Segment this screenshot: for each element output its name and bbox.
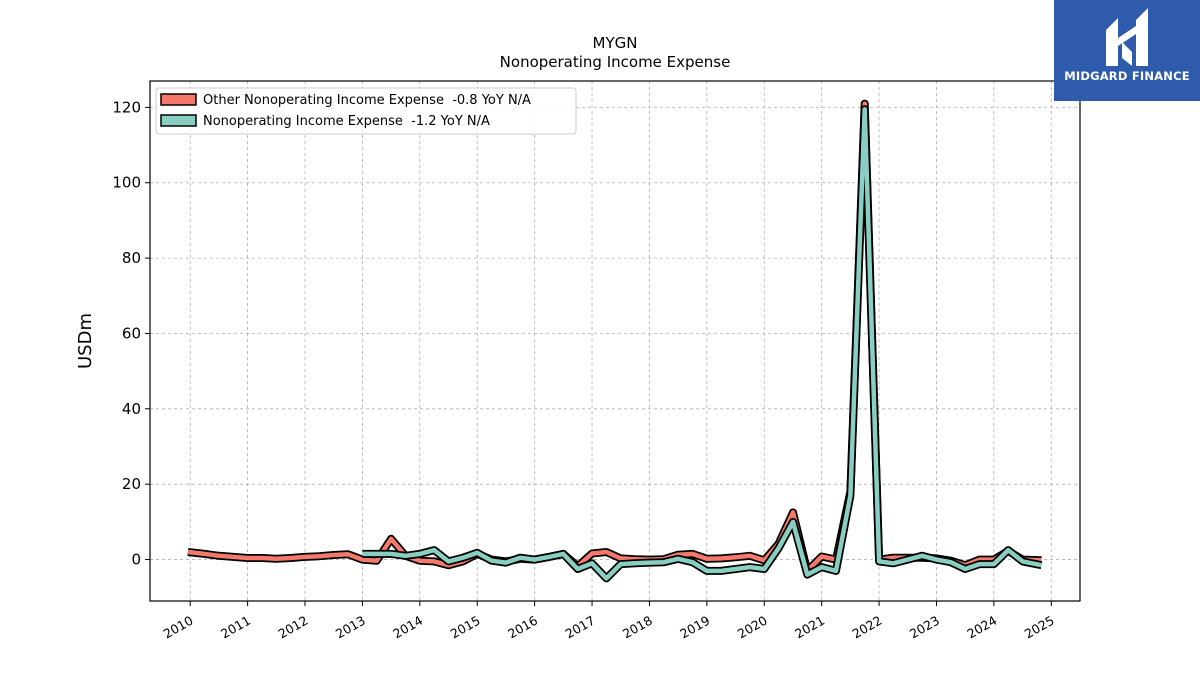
brand-logo: MIDGARD FINANCE bbox=[1054, 0, 1200, 101]
x-tick-label: 2023 bbox=[907, 613, 942, 642]
x-tick-label: 2012 bbox=[275, 613, 310, 642]
x-tick-label: 2021 bbox=[792, 613, 827, 642]
chart-title: MYGN bbox=[593, 34, 638, 52]
y-axis-label: USDm bbox=[75, 313, 96, 369]
legend-label-other-nonoperating: Other Nonoperating Income Expense -0.8 Y… bbox=[203, 93, 531, 108]
x-tick-label: 2015 bbox=[448, 613, 483, 642]
x-tick-label: 2025 bbox=[1022, 613, 1057, 642]
legend-swatch-nonoperating bbox=[160, 114, 197, 127]
series-line-outline-0 bbox=[187, 99, 1042, 575]
x-tick-label: 2010 bbox=[161, 613, 196, 642]
x-tick-label: 2024 bbox=[964, 613, 999, 642]
x-tick-label: 2022 bbox=[850, 613, 885, 642]
y-tick-label: 40 bbox=[122, 400, 141, 418]
series-line-1 bbox=[362, 107, 1042, 581]
x-tick-label: 2020 bbox=[735, 613, 770, 642]
x-tick-label: 2019 bbox=[677, 613, 712, 642]
grid bbox=[150, 81, 1080, 601]
series-line-0 bbox=[187, 101, 1042, 574]
series-line-outline-1 bbox=[362, 105, 1043, 583]
x-tick-label: 2011 bbox=[218, 613, 253, 642]
plot-frame bbox=[149, 80, 1081, 602]
y-axis: 0 20 40 60 80 100 120 bbox=[112, 98, 150, 569]
x-tick-label: 2018 bbox=[620, 613, 655, 642]
brand-name: MIDGARD FINANCE bbox=[1064, 69, 1190, 83]
y-tick-label: 60 bbox=[122, 324, 141, 342]
y-tick-label: 20 bbox=[122, 475, 141, 493]
y-tick-label: 120 bbox=[112, 98, 141, 116]
legend-swatch-other-nonoperating bbox=[160, 93, 197, 106]
y-tick-label: 0 bbox=[131, 551, 141, 569]
chart-subtitle: Nonoperating Income Expense bbox=[500, 53, 731, 71]
brand-mark-icon bbox=[1106, 8, 1148, 66]
x-axis: 2010 2011 2012 2013 2014 2015 2016 2017 2018 2019… bbox=[161, 601, 1057, 642]
x-tick-label: 2014 bbox=[390, 613, 425, 642]
legend-label-nonoperating: Nonoperating Income Expense -1.2 YoY N/A bbox=[203, 114, 490, 129]
x-tick-label: 2013 bbox=[333, 613, 368, 642]
x-tick-label: 2017 bbox=[562, 613, 597, 642]
legend: Other Nonoperating Income Expense -0.8 Y… bbox=[155, 87, 577, 135]
x-tick-label: 2016 bbox=[505, 613, 540, 642]
series-layer bbox=[187, 99, 1043, 583]
legend-box bbox=[155, 87, 577, 135]
y-tick-label: 100 bbox=[112, 174, 141, 192]
y-tick-label: 80 bbox=[122, 249, 141, 267]
